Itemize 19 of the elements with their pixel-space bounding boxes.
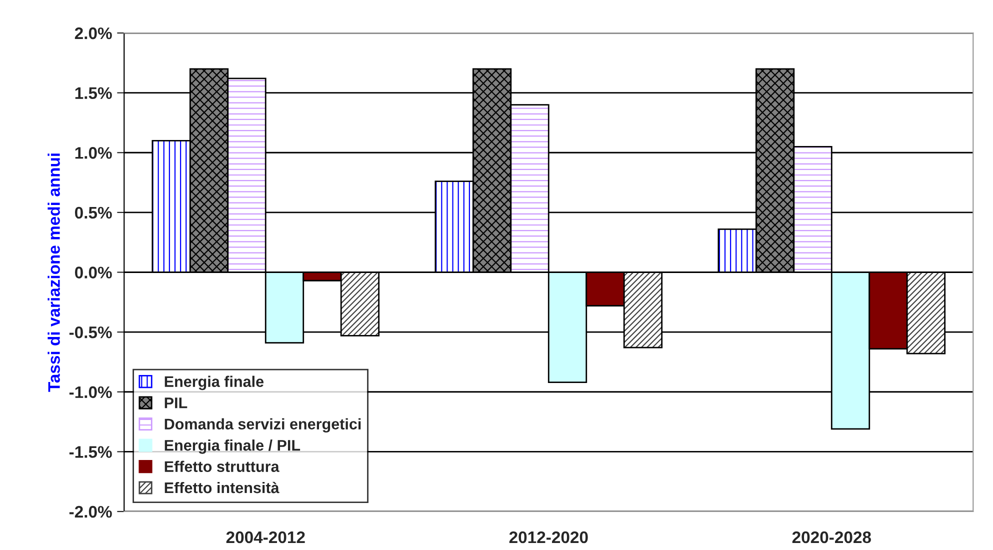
x-tick-label: 2012-2020	[509, 531, 588, 544]
y-tick-label: -2.0%	[69, 506, 112, 518]
y-tick-label: -1.0%	[69, 386, 112, 398]
y-tick-label: 2.0%	[74, 27, 112, 40]
legend-label: Energia finale / PIL	[164, 440, 300, 454]
legend-label: Domanda servizi energetici	[164, 418, 361, 433]
x-tick-label: 2020-2028	[792, 531, 871, 544]
y-tick-label: 0.0%	[74, 266, 112, 278]
y-axis-title: Tassi di variazione medi annui	[48, 154, 60, 392]
legend-label: Energia finale	[164, 376, 264, 390]
y-tick-label: -1.5%	[69, 446, 112, 458]
legend-label: Effetto intensità	[164, 482, 280, 494]
legend-label: PIL	[164, 398, 188, 408]
legend-label: Effetto struttura	[164, 460, 280, 472]
y-tick-label: 1.5%	[75, 87, 112, 100]
y-tick-label: -0.5%	[69, 326, 112, 338]
y-tick-label: 1.0%	[75, 147, 112, 159]
x-tick-label: 2004-2012	[226, 531, 305, 544]
y-tick-label: 0.5%	[74, 206, 112, 219]
